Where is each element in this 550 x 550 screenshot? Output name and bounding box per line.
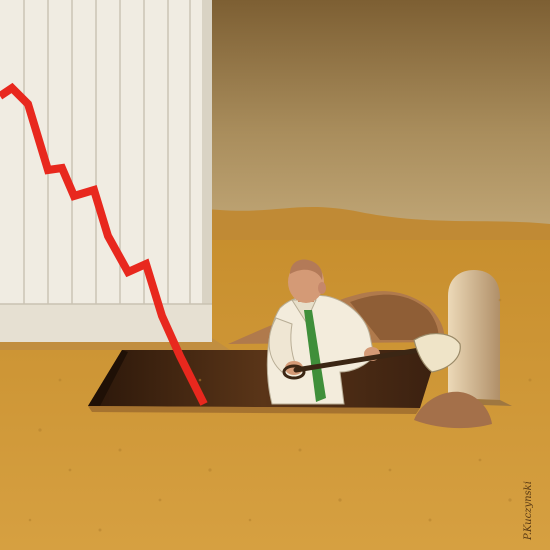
dirt-pile-shade bbox=[350, 294, 439, 340]
artist-signature: P.Kuczynski bbox=[523, 481, 534, 540]
grave-hole bbox=[88, 350, 438, 414]
falling-chart-line bbox=[0, 82, 208, 406]
chart-board bbox=[0, 0, 212, 342]
shovel bbox=[282, 333, 461, 380]
ground-texture bbox=[28, 298, 532, 532]
green-tie bbox=[304, 310, 326, 402]
dirt-clod bbox=[414, 391, 492, 429]
